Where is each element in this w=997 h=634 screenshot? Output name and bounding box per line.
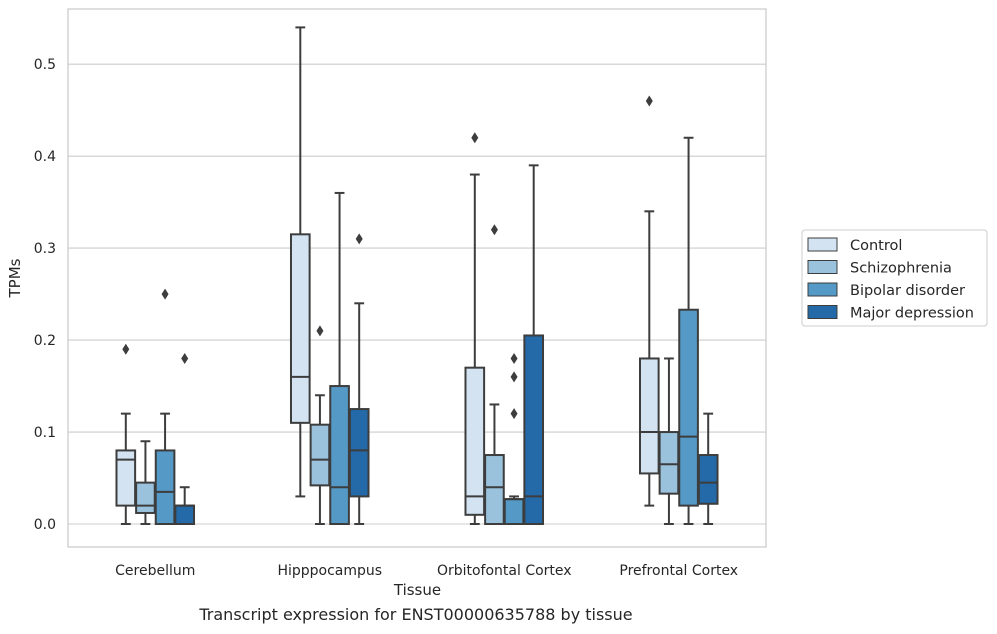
outlier-point [316,325,324,337]
box [503,498,525,526]
box [523,334,545,526]
y-axis-label: TPMs [6,258,24,298]
x-axis-label: Tissue [393,581,441,599]
chart-svg: 0.0 0.1 0.2 0.3 0.4 0.5 TPMs Tissue Cerebellum Hi… [6,8,988,599]
y-tick-label: 0.5 [34,57,56,73]
box [329,385,350,526]
box [678,308,699,507]
box [154,449,176,526]
plot-frame [67,8,767,548]
box [638,357,660,475]
x-tick-label: Hipppocampus [277,563,382,579]
legend-label: Schizophrenia [850,261,952,277]
box-plot-chart: 0.0 0.1 0.2 0.3 0.4 0.5 TPMs Tissue Cerebellum Hi… [6,8,988,599]
box [309,423,331,487]
outlier-point [122,343,130,355]
figure-caption: Transcript expression for ENST0000063578… [199,605,633,624]
box [658,431,680,495]
x-tick-label: Prefrontal Cortex [619,563,738,579]
legend-label: Major depression [850,306,974,322]
x-tick-label: Orbitofontal Cortex [437,563,572,579]
box [174,504,196,526]
legend-swatch [807,237,838,252]
x-tick-label: Cerebellum [115,563,195,579]
y-tick-label: 0.1 [34,425,56,441]
y-tick-label: 0.4 [34,149,56,165]
y-tick-label: 0.0 [34,517,56,533]
outlier-point [471,132,479,144]
box [697,454,719,505]
outlier-point [510,408,518,420]
outlier-point [490,224,498,236]
legend-swatch [807,282,838,297]
legend-box [801,229,988,327]
outlier-point [510,371,518,383]
legend-swatch [807,305,838,319]
y-tick-label: 0.3 [34,241,56,257]
box [348,408,370,498]
legend-swatch [807,260,838,274]
outlier-point [510,352,518,364]
y-tick-label: 0.2 [34,333,56,349]
outlier-point [161,288,169,300]
outlier-point [181,352,189,364]
box [115,449,137,507]
legend-label: Bipolar disorder [850,283,965,299]
legend-label: Control [850,238,902,254]
outlier-point [645,95,653,107]
box [464,366,486,516]
box [484,454,505,526]
box [289,233,311,424]
outlier-point [355,233,363,245]
box [135,481,156,514]
